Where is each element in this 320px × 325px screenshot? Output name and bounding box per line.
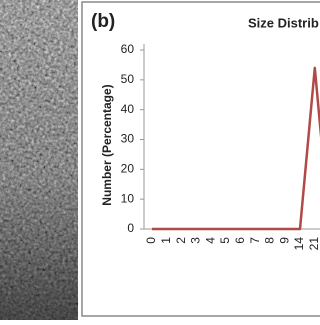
chart-title: Size Distrib xyxy=(248,15,319,30)
panel-border xyxy=(81,1,320,317)
x-tick-label: 14 xyxy=(292,237,306,251)
x-tick-label: 2 xyxy=(174,237,188,244)
x-tick-label: 0 xyxy=(144,237,158,244)
x-tick-label: 7 xyxy=(248,237,262,244)
y-tick-label: 10 xyxy=(121,191,135,205)
y-tick-label: 60 xyxy=(121,42,135,56)
y-tick-label: 50 xyxy=(121,72,135,86)
x-tick-label: 9 xyxy=(277,237,291,244)
y-axis-label: Number (Percentage) xyxy=(100,84,114,205)
x-tick-label: 5 xyxy=(218,237,232,244)
x-tick-label: 8 xyxy=(263,237,277,244)
x-tick-label: 6 xyxy=(233,237,247,244)
panel-label: (b) xyxy=(91,11,115,32)
y-tick-label: 0 xyxy=(127,221,134,235)
x-tick-label: 1 xyxy=(159,237,173,244)
x-tick-label: 4 xyxy=(203,237,217,244)
y-tick-label: 30 xyxy=(121,132,135,146)
panel xyxy=(80,0,320,320)
y-tick-label: 40 xyxy=(121,102,135,116)
data-line xyxy=(152,66,320,231)
y-tick-label: 20 xyxy=(121,162,135,176)
micrograph xyxy=(0,0,78,320)
x-tick-label: 3 xyxy=(189,237,203,244)
x-tick-label: 21 xyxy=(307,237,320,251)
